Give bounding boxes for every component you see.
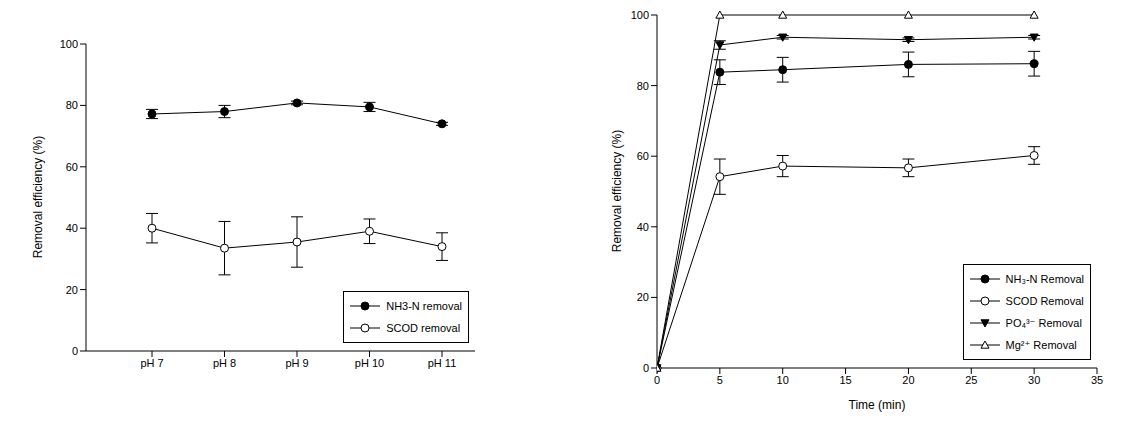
- html-text:Removal efficiency (%): Removal efficiency (%): [31, 135, 45, 259]
- svg-text:0: 0: [72, 345, 78, 357]
- html-text:NH₃-N Removal: NH₃-N Removal: [1005, 273, 1084, 285]
- svg-text:5: 5: [717, 374, 723, 386]
- svg-text:80: 80: [637, 80, 649, 92]
- svg-text:35: 35: [1091, 374, 1103, 386]
- html-text:PO₄³⁻ Removal: PO₄³⁻ Removal: [1005, 316, 1082, 329]
- html-text:Removal efficiency (%): Removal efficiency (%): [610, 129, 624, 253]
- svg-text:pH 10: pH 10: [355, 357, 384, 369]
- svg-text:100: 100: [60, 38, 78, 50]
- svg-text:80: 80: [66, 99, 78, 111]
- svg-text:pH 8: pH 8: [213, 357, 236, 369]
- html-text:Time (min): Time (min): [848, 398, 906, 412]
- svg-text:pH 9: pH 9: [285, 357, 308, 369]
- svg-text:0: 0: [654, 374, 660, 386]
- svg-text:0: 0: [643, 362, 649, 374]
- html-text:SCOD Removal: SCOD Removal: [1005, 295, 1084, 307]
- html-text:Mg²⁺ Removal: Mg²⁺ Removal: [1005, 338, 1077, 351]
- html-text:SCOD removal: SCOD removal: [386, 322, 461, 334]
- svg-text:20: 20: [637, 291, 649, 303]
- svg-text:25: 25: [965, 374, 977, 386]
- svg-text:pH 11: pH 11: [428, 357, 457, 369]
- svg-text:40: 40: [66, 222, 78, 234]
- html-text:NH3-N removal: NH3-N removal: [386, 300, 462, 312]
- svg-text:100: 100: [631, 9, 649, 21]
- svg-text:60: 60: [66, 161, 78, 173]
- svg-text:40: 40: [637, 221, 649, 233]
- svg-text:20: 20: [66, 284, 78, 296]
- svg-text:10: 10: [777, 374, 789, 386]
- svg-text:30: 30: [1028, 374, 1040, 386]
- svg-text:60: 60: [637, 150, 649, 162]
- svg-text:pH 7: pH 7: [140, 357, 163, 369]
- svg-text:20: 20: [902, 374, 914, 386]
- svg-text:15: 15: [839, 374, 851, 386]
